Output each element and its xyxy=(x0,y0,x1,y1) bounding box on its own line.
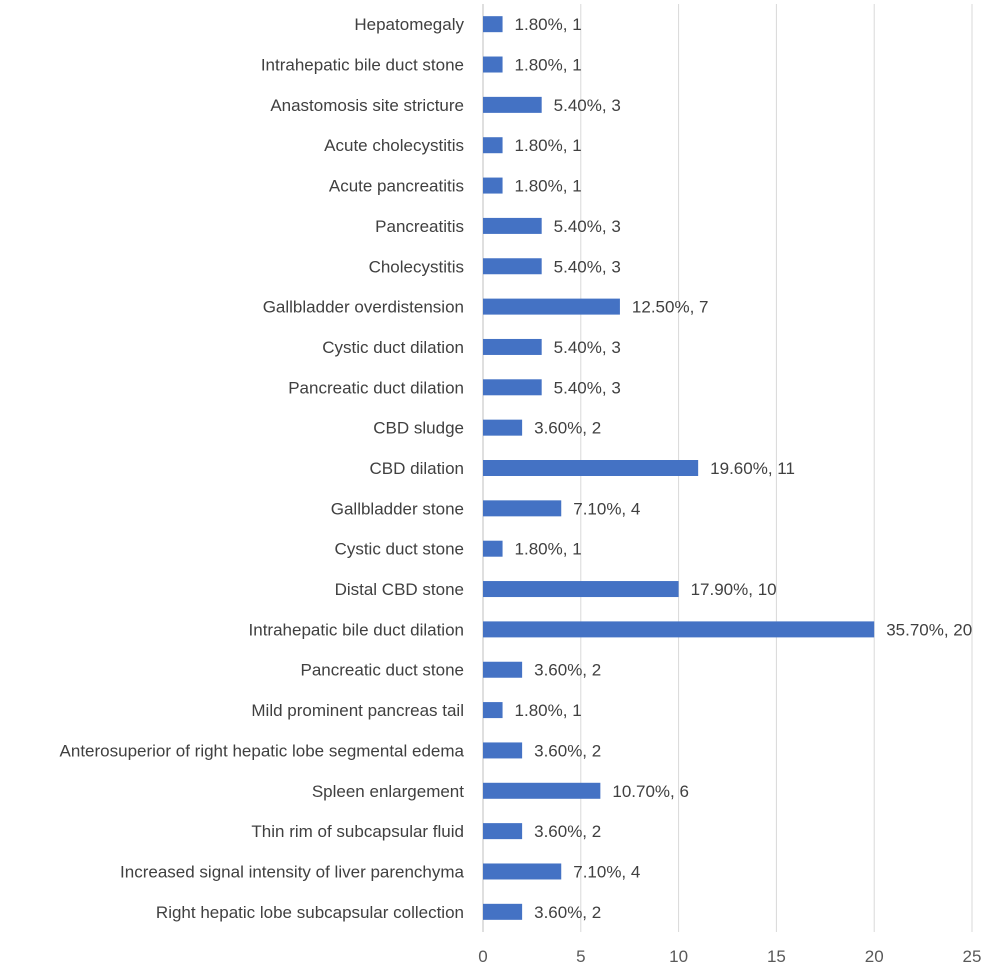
bars xyxy=(483,16,875,920)
bar xyxy=(483,258,542,275)
category-label: Anastomosis site stricture xyxy=(270,96,464,115)
data-label: 3.60%, 2 xyxy=(534,661,601,680)
data-label: 35.70%, 20 xyxy=(886,620,972,639)
bar xyxy=(483,56,503,73)
x-tick-label: 0 xyxy=(478,947,487,966)
bar xyxy=(483,581,679,598)
category-label: Cholecystitis xyxy=(369,257,464,276)
category-label: Pancreatic duct stone xyxy=(301,661,464,680)
category-label: CBD sludge xyxy=(373,419,464,438)
x-axis-tick-labels: 0 5 10 15 20 25 xyxy=(478,947,981,966)
bar xyxy=(483,621,875,638)
data-label: 1.80%, 1 xyxy=(515,177,582,196)
bar xyxy=(483,863,562,880)
category-label: Spleen enlargement xyxy=(312,782,464,801)
data-label: 12.50%, 7 xyxy=(632,298,709,317)
data-label: 5.40%, 3 xyxy=(554,96,621,115)
category-label: Gallbladder stone xyxy=(331,499,464,518)
category-label: Distal CBD stone xyxy=(335,580,464,599)
bar xyxy=(483,823,523,840)
bar xyxy=(483,379,542,396)
category-labels: Hepatomegaly Intrahepatic bile duct stone… xyxy=(60,15,465,922)
bar xyxy=(483,338,542,355)
category-label: CBD dilation xyxy=(370,459,465,478)
data-label: 3.60%, 2 xyxy=(534,419,601,438)
category-label: Pancreatic duct dilation xyxy=(288,378,464,397)
category-label: Acute pancreatitis xyxy=(329,177,464,196)
data-label: 19.60%, 11 xyxy=(710,459,795,478)
data-label: 3.60%, 2 xyxy=(534,822,601,841)
data-label: 7.10%, 4 xyxy=(573,862,640,881)
category-label: Intrahepatic bile duct dilation xyxy=(249,620,464,639)
x-tick-label: 20 xyxy=(865,947,884,966)
category-label: Thin rim of subcapsular fluid xyxy=(251,822,464,841)
x-tick-label: 25 xyxy=(963,947,982,966)
bar xyxy=(483,500,562,517)
data-label: 10.70%, 6 xyxy=(612,782,689,801)
bar xyxy=(483,419,523,436)
bar xyxy=(483,217,542,234)
bar xyxy=(483,782,601,799)
data-label: 1.80%, 1 xyxy=(515,136,582,155)
category-label: Cystic duct stone xyxy=(335,540,464,559)
bar xyxy=(483,903,523,920)
category-label: Increased signal intensity of liver pare… xyxy=(120,862,464,881)
bar xyxy=(483,661,523,678)
x-tick-label: 15 xyxy=(767,947,786,966)
data-label: 1.80%, 1 xyxy=(515,15,582,34)
bar xyxy=(483,137,503,154)
data-label: 7.10%, 4 xyxy=(573,499,640,518)
data-label: 5.40%, 3 xyxy=(554,217,621,236)
bar xyxy=(483,460,699,476)
category-label: Intrahepatic bile duct stone xyxy=(261,56,464,75)
data-label: 1.80%, 1 xyxy=(515,540,582,559)
bar xyxy=(483,702,503,719)
bar xyxy=(483,177,503,194)
x-tick-label: 10 xyxy=(669,947,688,966)
bar xyxy=(483,16,503,33)
category-label: Hepatomegaly xyxy=(354,15,464,34)
category-label: Gallbladder overdistension xyxy=(263,298,464,317)
category-label: Cystic duct dilation xyxy=(322,338,464,357)
data-label: 17.90%, 10 xyxy=(691,580,777,599)
category-label: Anterosuperior of right hepatic lobe seg… xyxy=(60,741,465,760)
data-label: 3.60%, 2 xyxy=(534,741,601,760)
category-label: Mild prominent pancreas tail xyxy=(251,701,464,720)
data-label: 5.40%, 3 xyxy=(554,338,621,357)
bar xyxy=(483,540,503,557)
data-label: 1.80%, 1 xyxy=(515,56,582,75)
bar xyxy=(483,742,523,759)
data-label: 5.40%, 3 xyxy=(554,378,621,397)
bar xyxy=(483,96,542,113)
category-label: Right hepatic lobe subcapsular collectio… xyxy=(156,903,464,922)
data-label: 5.40%, 3 xyxy=(554,257,621,276)
data-label: 3.60%, 2 xyxy=(534,903,601,922)
data-labels: 1.80%, 1 1.80%, 1 5.40%, 3 1.80%, 1 1.80%, 1… xyxy=(515,15,973,922)
x-tick-label: 5 xyxy=(576,947,585,966)
category-label: Acute cholecystitis xyxy=(324,136,464,155)
bar xyxy=(483,298,620,315)
data-label: 1.80%, 1 xyxy=(515,701,582,720)
category-label: Pancreatitis xyxy=(375,217,464,236)
